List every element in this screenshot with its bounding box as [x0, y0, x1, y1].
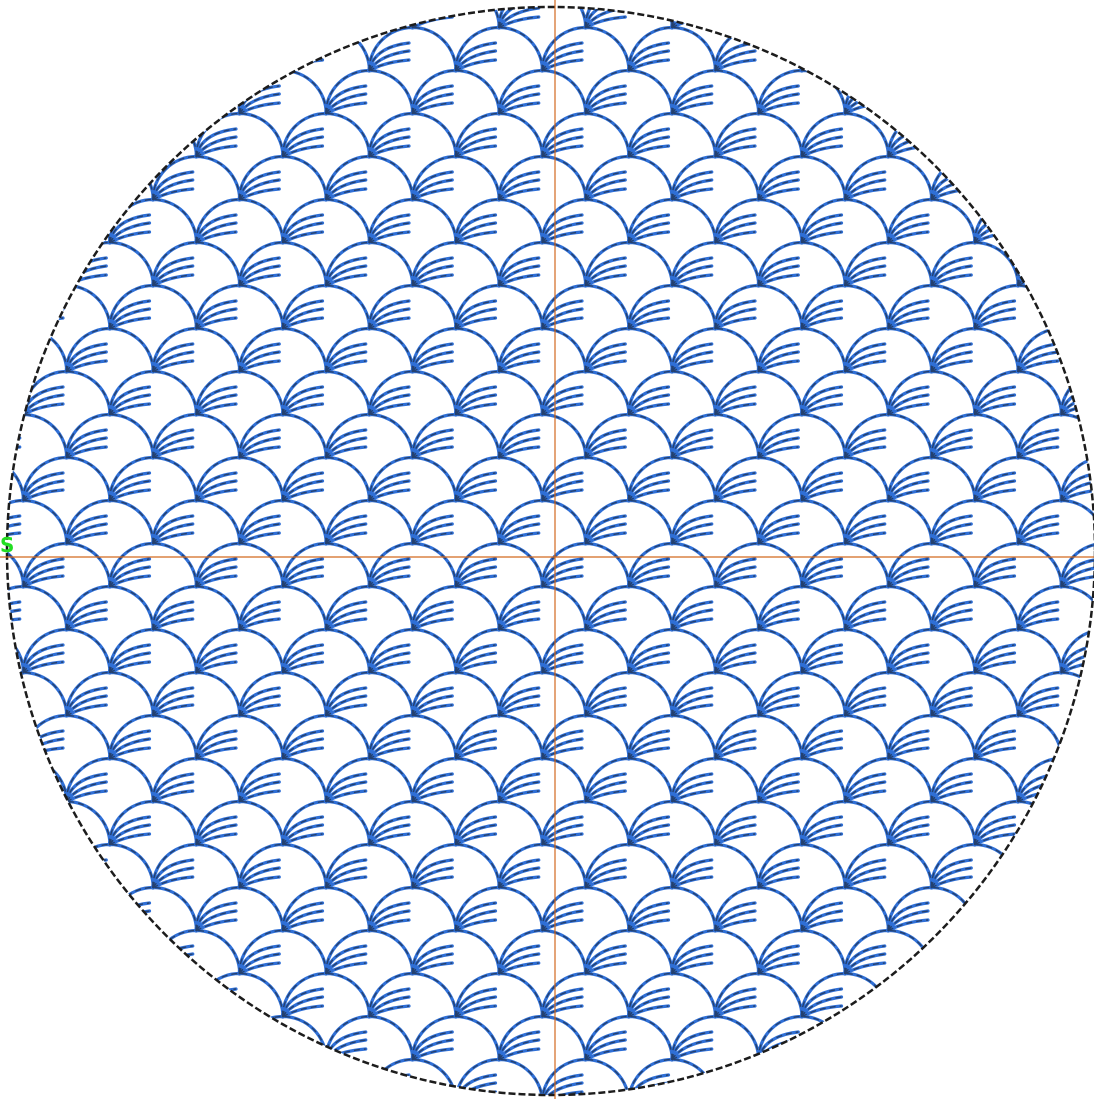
hoop-boundary-circle — [5, 5, 1094, 1097]
start-point-marker: S — [0, 533, 14, 557]
